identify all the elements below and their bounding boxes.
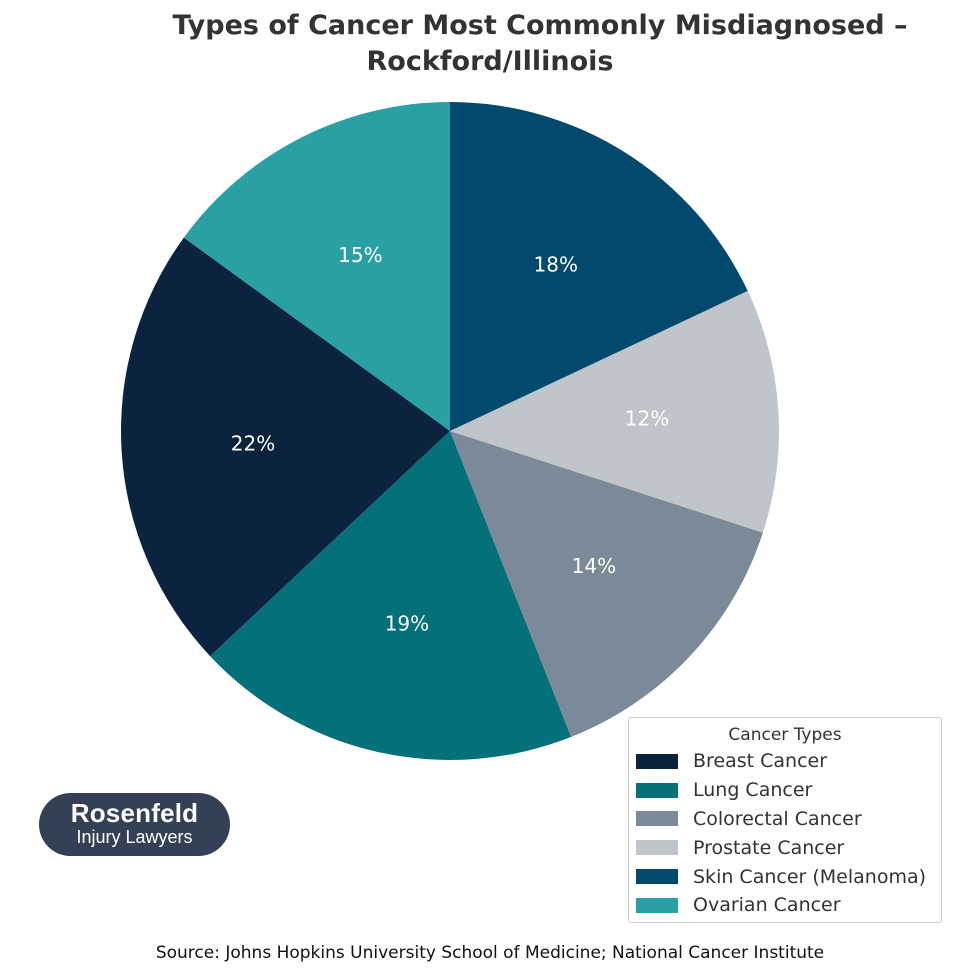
pie-slice-skin-cancer-melanoma (450, 102, 748, 431)
legend-item: Lung Cancer (629, 776, 941, 805)
pie-slice-colorectal-cancer (450, 431, 763, 737)
legend-label: Skin Cancer (Melanoma) (693, 865, 927, 888)
pie-slice-prostate-cancer (450, 290, 779, 533)
legend-swatch (636, 753, 678, 769)
chart-title-line-2: Rockford/Illinois (366, 46, 614, 77)
legend-swatch (636, 782, 678, 798)
slice-value-label: 15% (338, 243, 382, 267)
pie-slice-breast-cancer (120, 237, 450, 657)
legend-swatch (636, 811, 678, 827)
slice-value-label: 12% (625, 407, 669, 431)
logo-tagline: Injury Lawyers (76, 827, 193, 847)
legend-label: Prostate Cancer (693, 836, 845, 859)
legend-item: Breast Cancer (629, 747, 941, 776)
legend-label: Colorectal Cancer (693, 807, 862, 830)
chart-title: Types of Cancer Most Commonly Misdiagnos… (0, 8, 980, 80)
pie-slice-lung-cancer (210, 431, 572, 761)
legend-swatch (636, 897, 678, 913)
legend-item: Colorectal Cancer (629, 805, 941, 834)
legend-item: Skin Cancer (Melanoma) (629, 862, 941, 891)
legend-label: Ovarian Cancer (693, 894, 841, 917)
legend-items: Breast Cancer Lung Cancer Colorectal Cance… (629, 747, 941, 920)
legend-item: Ovarian Cancer (629, 891, 941, 920)
legend-title: Cancer Types (728, 725, 842, 745)
rosenfeld-logo: Rosenfeld Injury Lawyers (39, 793, 230, 856)
legend-swatch (636, 869, 678, 885)
slice-value-label: 14% (572, 554, 616, 578)
slice-value-label: 18% (534, 252, 578, 276)
source-note: Source: Johns Hopkins University School … (155, 943, 825, 963)
legend-label: Breast Cancer (693, 750, 828, 773)
legend: Cancer Types Breast Cancer Lung Cancer Col… (628, 717, 942, 923)
legend-swatch (636, 840, 678, 856)
slice-value-label: 22% (231, 431, 275, 455)
chart-title-line-1: Types of Cancer Most Commonly Misdiagnos… (172, 10, 908, 41)
pie-slice-ovarian-cancer (183, 102, 450, 431)
logo-name: Rosenfeld (70, 798, 199, 828)
slice-value-label: 19% (385, 612, 429, 636)
legend-label: Lung Cancer (693, 779, 813, 802)
legend-item: Prostate Cancer (629, 833, 941, 862)
